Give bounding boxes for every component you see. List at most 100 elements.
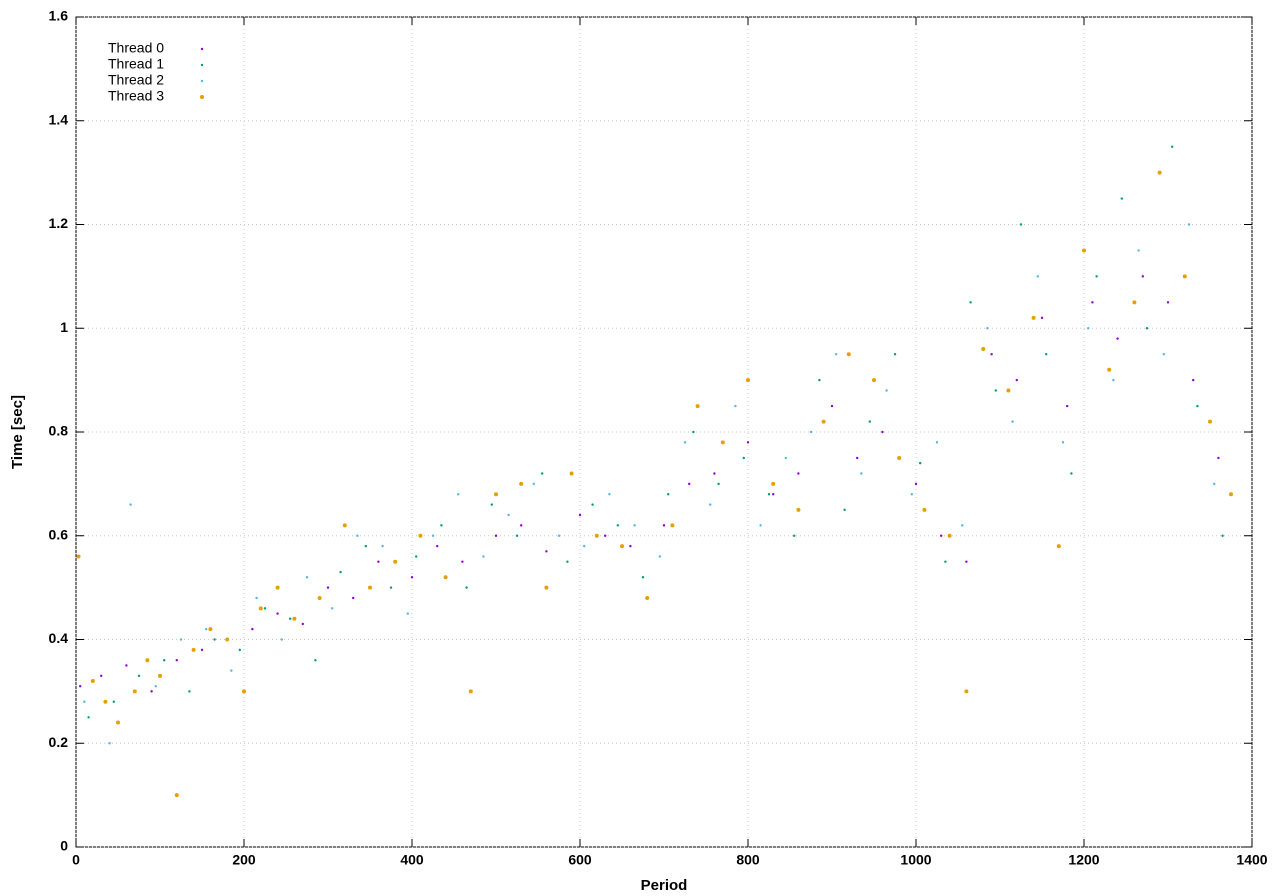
data-point	[389, 586, 393, 589]
x-tick-label: 400	[400, 852, 424, 868]
data-point	[406, 612, 409, 615]
data-point	[200, 648, 204, 652]
data-point	[461, 560, 464, 563]
data-point	[856, 456, 859, 460]
data-point	[1091, 301, 1094, 304]
data-point	[692, 430, 695, 434]
data-point	[860, 472, 863, 475]
data-point	[645, 596, 650, 600]
legend-label: Thread 2	[108, 72, 164, 88]
data-point	[809, 430, 813, 434]
data-point	[356, 534, 359, 537]
data-point	[1120, 197, 1124, 200]
y-tick-label: 1	[60, 319, 68, 335]
x-tick-label: 600	[568, 852, 592, 868]
legend-label: Thread 0	[108, 40, 164, 56]
data-point	[116, 720, 120, 725]
data-point	[1141, 275, 1145, 278]
data-point	[125, 664, 128, 667]
legend-label: Thread 1	[108, 56, 164, 72]
data-point	[339, 570, 342, 574]
data-point	[1015, 378, 1018, 382]
data-point	[468, 689, 473, 694]
data-point	[317, 596, 322, 600]
data-point	[986, 327, 989, 330]
data-point	[255, 596, 258, 600]
data-point	[713, 472, 716, 475]
x-axis-title: Period	[641, 877, 688, 894]
data-point	[910, 493, 913, 496]
x-tick-label: 1400	[1236, 852, 1267, 868]
data-point	[225, 637, 230, 642]
data-point	[443, 575, 448, 580]
data-point	[667, 493, 670, 496]
data-point	[797, 472, 800, 475]
x-tick-label: 0	[72, 852, 80, 868]
data-point	[137, 674, 141, 678]
data-point	[368, 585, 372, 590]
data-point	[431, 534, 435, 537]
y-tick-label: 1.2	[49, 215, 69, 231]
data-point	[1171, 145, 1174, 148]
data-point	[629, 544, 632, 548]
data-point	[746, 378, 750, 383]
data-point	[969, 301, 972, 304]
data-point	[793, 534, 796, 537]
data-point	[108, 742, 111, 745]
data-point	[83, 700, 86, 703]
data-point	[846, 352, 851, 357]
y-axis-title: Time [sec]	[9, 395, 26, 469]
data-point	[1162, 352, 1166, 356]
data-point	[532, 482, 535, 486]
data-point	[1208, 419, 1212, 424]
data-point	[1019, 223, 1023, 226]
data-point	[276, 612, 279, 615]
y-tick-label: 0.6	[49, 526, 69, 542]
data-point	[940, 534, 943, 537]
data-point	[342, 523, 347, 528]
data-point	[990, 352, 993, 356]
data-point	[616, 524, 619, 527]
data-point	[835, 352, 838, 356]
data-point	[1182, 274, 1187, 279]
data-point	[275, 585, 280, 590]
data-point	[76, 554, 81, 559]
data-point	[604, 534, 607, 537]
data-point	[1061, 441, 1065, 444]
data-point	[191, 647, 196, 652]
data-point	[947, 533, 952, 538]
data-point	[175, 659, 178, 662]
data-point	[944, 560, 947, 563]
y-tick-label: 0.4	[49, 630, 69, 646]
x-tick-label: 200	[232, 852, 256, 868]
data-point	[872, 378, 876, 383]
data-point	[188, 690, 191, 693]
data-point	[79, 684, 82, 688]
data-point	[544, 585, 549, 590]
data-point	[436, 544, 439, 548]
data-point	[1116, 337, 1119, 340]
data-point	[103, 699, 108, 704]
data-point	[230, 669, 233, 672]
data-point	[919, 461, 922, 465]
data-point	[1095, 275, 1098, 278]
data-point	[541, 472, 544, 475]
data-point	[594, 533, 599, 538]
data-point	[150, 690, 153, 693]
data-point	[641, 576, 645, 579]
data-point	[251, 627, 254, 631]
x-tick-label: 1000	[900, 852, 931, 868]
data-point	[1192, 378, 1195, 382]
data-point	[112, 700, 116, 703]
data-point	[87, 716, 90, 719]
data-point	[129, 503, 132, 506]
data-point	[520, 524, 523, 527]
data-point	[305, 576, 309, 579]
data-point	[683, 441, 687, 444]
data-point	[566, 560, 569, 563]
data-point	[557, 534, 561, 537]
y-tick-label: 0.2	[49, 734, 69, 750]
data-point	[922, 507, 927, 512]
data-point	[1107, 367, 1112, 372]
